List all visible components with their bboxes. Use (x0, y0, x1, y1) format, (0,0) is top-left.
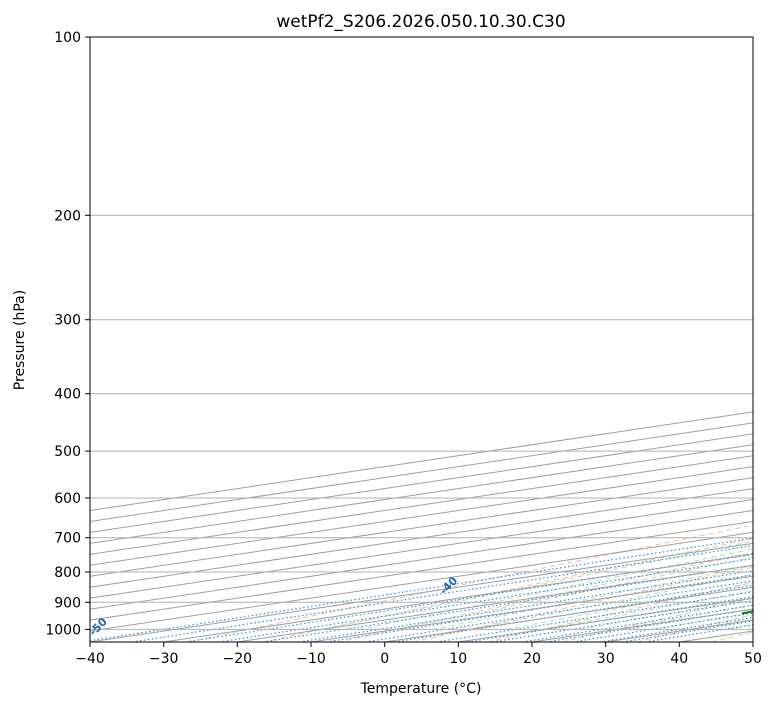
x-tick-label-4: 0 (380, 651, 389, 667)
dry-adiabat-1 (263, 538, 753, 642)
y-tick-label-2: 800 (54, 565, 81, 581)
x-tick-label-2: −20 (223, 651, 253, 667)
y-tick-label-7: 300 (54, 313, 81, 329)
pressure-gridlines (90, 37, 753, 630)
isotherm-6 (90, 477, 753, 577)
x-tick-label-9: 50 (744, 651, 762, 667)
plot-frame (89, 36, 754, 643)
isotherm-5 (90, 466, 753, 566)
moist-adiabat-5 (505, 582, 753, 630)
y-tick-label-3: 700 (54, 531, 81, 547)
y-tick-label-8: 200 (54, 208, 81, 224)
mixing-ratio-line-2 (185, 553, 753, 642)
x-tick-label-8: 40 (670, 651, 688, 667)
mixing-ratio-line-15 (599, 616, 753, 642)
x-tick-label-5: 10 (449, 651, 467, 667)
y-tick-label-4: 600 (54, 491, 81, 507)
moist-adiabat-0 (321, 540, 753, 630)
y-tick-label-1: 900 (54, 595, 81, 611)
skewed-isotherms (90, 411, 753, 642)
isotherm-4 (90, 455, 753, 555)
moist-adiabat-1 (358, 548, 753, 630)
isotherm-11 (90, 531, 753, 632)
isotherm-10 (90, 520, 753, 621)
isotherm-3 (90, 444, 753, 544)
moist-adiabat-4 (469, 573, 753, 630)
y-tick-label-0: 1000 (45, 622, 81, 638)
dry-adiabats (188, 524, 753, 642)
mixing-ratio-line-3 (218, 557, 753, 642)
mixing-ratio-line-1 (131, 544, 753, 642)
y-tick-label-5: 500 (54, 444, 81, 460)
isotherm-7 (90, 488, 753, 588)
mixing-ratio-line-11 (492, 599, 753, 642)
x-tick-label-3: −10 (296, 651, 326, 667)
isotherm-9 (90, 509, 753, 610)
mixing-ratio-line-0 (90, 537, 753, 642)
y-tick-label-6: 400 (54, 387, 81, 403)
x-axis-label: Temperature (°C) (360, 681, 482, 697)
mixing-ratio-line-14 (572, 612, 753, 642)
mixing-ratio-line-12 (522, 604, 753, 642)
isotherm-8 (90, 499, 753, 599)
x-tick-label-7: 30 (597, 651, 615, 667)
x-tick-label-6: 20 (523, 651, 541, 667)
y-axis-label: Pressure (hPa) (12, 290, 28, 390)
x-tick-label-1: −30 (149, 651, 179, 667)
x-axis: −40 −30 −20 −10 0 10 20 30 40 50 (75, 642, 762, 667)
dry-adiabat-4 (487, 581, 753, 642)
x-tick-label-0: −40 (75, 651, 105, 667)
y-tick-label-9: 100 (54, 30, 81, 46)
y-axis: 1000 900 800 700 600 500 400 300 200 100 (45, 30, 90, 638)
chart-title: wetPf2_S206.2026.050.10.30.C30 (276, 12, 565, 32)
